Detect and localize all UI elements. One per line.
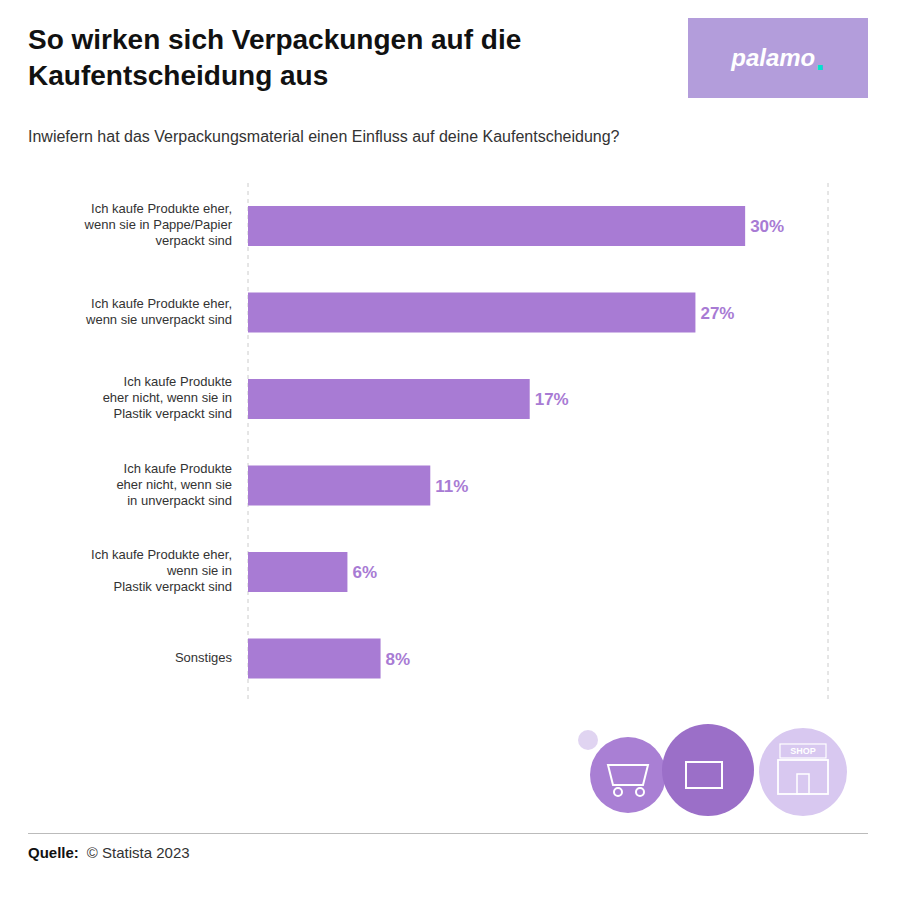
svg-text:27%: 27% bbox=[700, 304, 734, 323]
svg-text:Ich kaufe Produkte eher,wenn s: Ich kaufe Produkte eher,wenn sie inPlast… bbox=[91, 548, 232, 595]
svg-text:11%: 11% bbox=[435, 477, 468, 496]
html-text:© Statista 2023: © Statista 2023 bbox=[86, 844, 190, 861]
svg-text:Sonstiges: Sonstiges bbox=[175, 650, 233, 665]
svg-text:Ich kaufe Produkte eher,wenn s: Ich kaufe Produkte eher,wenn sie in Papp… bbox=[84, 202, 233, 249]
svg-text:Ich kaufe Produkte eher,wenn s: Ich kaufe Produkte eher,wenn sie unverpa… bbox=[85, 296, 232, 327]
svg-text:30%: 30% bbox=[750, 217, 784, 236]
svg-text:17%: 17% bbox=[535, 390, 569, 409]
svg-text:6%: 6% bbox=[352, 563, 377, 582]
html-text:Quelle:: Quelle: bbox=[28, 844, 79, 861]
html-text:Inwiefern hat das Verpackungsm: Inwiefern hat das Verpackungsmaterial ei… bbox=[28, 128, 620, 145]
svg-text:Ich kaufe Produkteeher nicht,: Ich kaufe Produkteeher nicht, wenn siein… bbox=[116, 461, 232, 508]
svg-text:Ich kaufe Produkteeher nicht,: Ich kaufe Produkteeher nicht, wenn sie i… bbox=[103, 375, 232, 422]
html-text:Kaufentscheidung aus: Kaufentscheidung aus bbox=[28, 60, 329, 91]
html-text:So wirken sich Verpackungen au: So wirken sich Verpackungen auf die bbox=[28, 24, 522, 55]
html-text:palamo.: palamo. bbox=[731, 38, 825, 77]
svg-text:SHOP: SHOP bbox=[790, 746, 816, 756]
svg-text:8%: 8% bbox=[386, 650, 411, 669]
